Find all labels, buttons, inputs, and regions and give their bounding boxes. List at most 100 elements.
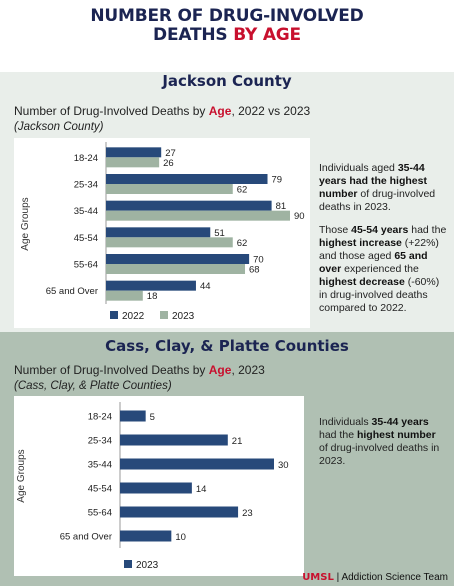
ccp-note: Individuals 35-44 years had the highest …: [319, 416, 447, 468]
jackson-note-1-c: of drug-involved deaths in 2023.: [319, 188, 436, 213]
bar-2023-0: [120, 410, 146, 422]
jackson-note-2-g: experienced the: [341, 263, 419, 275]
bar-2022-5: [106, 280, 196, 291]
jackson-chart-title-post: , 2022 vs 2023: [231, 104, 311, 118]
umsl-logo-team: Addiction Science Team: [341, 572, 448, 583]
data-label-2023-1: 21: [232, 436, 243, 447]
ccp-note-c: had the: [319, 429, 357, 441]
main-title-line-2: DEATHS BY AGE: [0, 26, 454, 45]
bar-2022-1: [106, 174, 268, 184]
bar-2023-5: [120, 530, 172, 542]
bar-2023-2: [120, 458, 274, 470]
jackson-note-2-h: highest decrease: [319, 276, 405, 288]
bar-2023-3: [120, 482, 192, 494]
data-label-2022-3: 51: [214, 228, 225, 239]
bar-2022-0: [106, 147, 162, 158]
jackson-note-2-b: 45-54 years: [351, 224, 409, 236]
bar-2023-2: [106, 210, 290, 221]
jackson-chart-subtitle: (Jackson County): [14, 121, 104, 133]
data-label-2023-2: 90: [294, 211, 305, 222]
jackson-note-1: Individuals aged 35-44 years had the hig…: [319, 162, 447, 214]
category-label-0: 18-24: [74, 153, 98, 164]
jackson-note-1-b: 35-44 years had the highest number: [319, 162, 427, 200]
legend-label-2023: 2023: [172, 311, 195, 322]
bar-2022-3: [106, 227, 211, 238]
main-title-line-1: NUMBER OF DRUG-INVOLVED: [90, 6, 364, 26]
data-label-2022-0: 27: [165, 148, 176, 159]
jackson-chart-title-em: Age: [208, 104, 232, 118]
legend-swatch-2022: [110, 311, 118, 319]
jackson-chart-title: Number of Drug-Involved Deaths by Age, 2…: [14, 104, 310, 118]
ccp-chart-svg: Age Groups 18-24 5 25-34 21 35-44 30 45-54 14 55-…: [16, 402, 289, 571]
bar-2023-5: [106, 290, 143, 301]
jackson-note-2-d: highest increase: [319, 237, 402, 249]
jackson-note-2-f: 65 and over: [319, 250, 428, 275]
jackson-section-title: Jackson County: [162, 72, 292, 90]
infographic-header: NUMBER OF DRUG-INVOLVED DEATHS BY AGE: [0, 0, 454, 72]
ccp-counties-section: Cass, Clay, & Platte Counties Number of …: [0, 332, 454, 586]
data-label-2022-4: 70: [253, 255, 264, 266]
bar-2023-4: [106, 264, 246, 274]
bar-2022-2: [106, 200, 272, 211]
data-label-2023-1: 62: [237, 185, 248, 196]
bar-2022-4: [106, 254, 250, 264]
jackson-note-1-a: Individuals aged: [319, 162, 398, 174]
data-label-2023-5: 18: [147, 291, 158, 302]
jackson-note-2-a: Those: [319, 224, 352, 236]
bar-2023-1: [106, 184, 233, 194]
data-label-2023-0: 5: [150, 412, 155, 423]
category-label-1: 25-34: [74, 180, 98, 191]
category-label-2: 35-44: [88, 460, 112, 471]
ccp-chart-title-pre: Number of Drug-Involved Deaths by: [14, 363, 209, 377]
data-label-2023-5: 10: [175, 532, 186, 543]
ccp-note-e: of drug-involved deaths in 2023.: [319, 442, 440, 467]
category-label-1: 25-34: [88, 436, 112, 447]
data-label-2022-5: 44: [200, 281, 211, 292]
jackson-chart-title-pre: Number of Drug-Involved Deaths by: [14, 104, 209, 118]
jackson-note-2-c: had the: [408, 224, 447, 236]
data-label-2022-1: 79: [272, 175, 283, 186]
ccp-chart-title-post: , 2023: [231, 363, 265, 377]
bar-2023-0: [106, 157, 160, 168]
ccp-chart: Age Groups 18-24 5 25-34 21 35-44 30 45-54 14 55-…: [14, 396, 304, 576]
jackson-note-2-i: (-60%) in drug-involved deaths compared …: [319, 276, 440, 314]
category-label-3: 45-54: [74, 233, 98, 244]
bar-2023-4: [120, 506, 239, 518]
jackson-note-2-e: (+22%) and those aged: [319, 237, 439, 262]
jackson-chart: Age Groups 18-24 27 26 25-34 79 62 35-44 81 90 45-…: [14, 138, 310, 328]
data-label-2023-2: 30: [278, 460, 289, 471]
main-title-line-2-a: DEATHS: [153, 25, 234, 45]
data-label-2023-0: 26: [163, 158, 174, 169]
legend-label-2023: 2023: [136, 560, 159, 571]
ccp-note-b: 35-44 years: [371, 416, 429, 428]
ccp-chart-subtitle: (Cass, Clay, & Platte Counties): [14, 380, 172, 392]
category-label-3: 45-54: [88, 484, 112, 495]
category-label-5: 65 and Over: [46, 286, 98, 297]
jackson-note-2: Those 45-54 years had the highest increa…: [319, 224, 447, 315]
category-label-4: 55-64: [88, 508, 112, 519]
ccp-note-d: highest number: [356, 429, 436, 441]
umsl-logo-mark: UMSL: [302, 572, 334, 583]
data-label-2023-4: 23: [242, 508, 253, 519]
jackson-county-section: Jackson County Number of Drug-Involved D…: [0, 72, 454, 332]
umsl-logo: UMSL | Addiction Science Team: [302, 572, 448, 583]
data-label-2023-3: 14: [196, 484, 207, 495]
bar-2023-1: [120, 434, 228, 446]
ccp-chart-title-em: Age: [208, 363, 232, 377]
category-label-5: 65 and Over: [60, 532, 112, 543]
data-label-2023-4: 68: [249, 265, 260, 276]
data-label-2022-2: 81: [276, 201, 287, 212]
data-label-2023-3: 62: [237, 238, 248, 249]
y-axis-label: Age Groups: [20, 197, 31, 250]
legend-swatch-2023: [160, 311, 168, 319]
ccp-section-title: Cass, Clay, & Platte Counties: [105, 337, 349, 355]
category-label-0: 18-24: [88, 412, 112, 423]
category-label-4: 55-64: [74, 260, 98, 271]
legend-swatch-2023: [124, 560, 132, 568]
ccp-note-a: Individuals: [319, 416, 372, 428]
bar-2023-3: [106, 237, 233, 248]
y-axis-label: Age Groups: [16, 449, 27, 502]
category-label-2: 35-44: [74, 206, 98, 217]
main-title-line-2-accent: BY AGE: [233, 25, 301, 45]
